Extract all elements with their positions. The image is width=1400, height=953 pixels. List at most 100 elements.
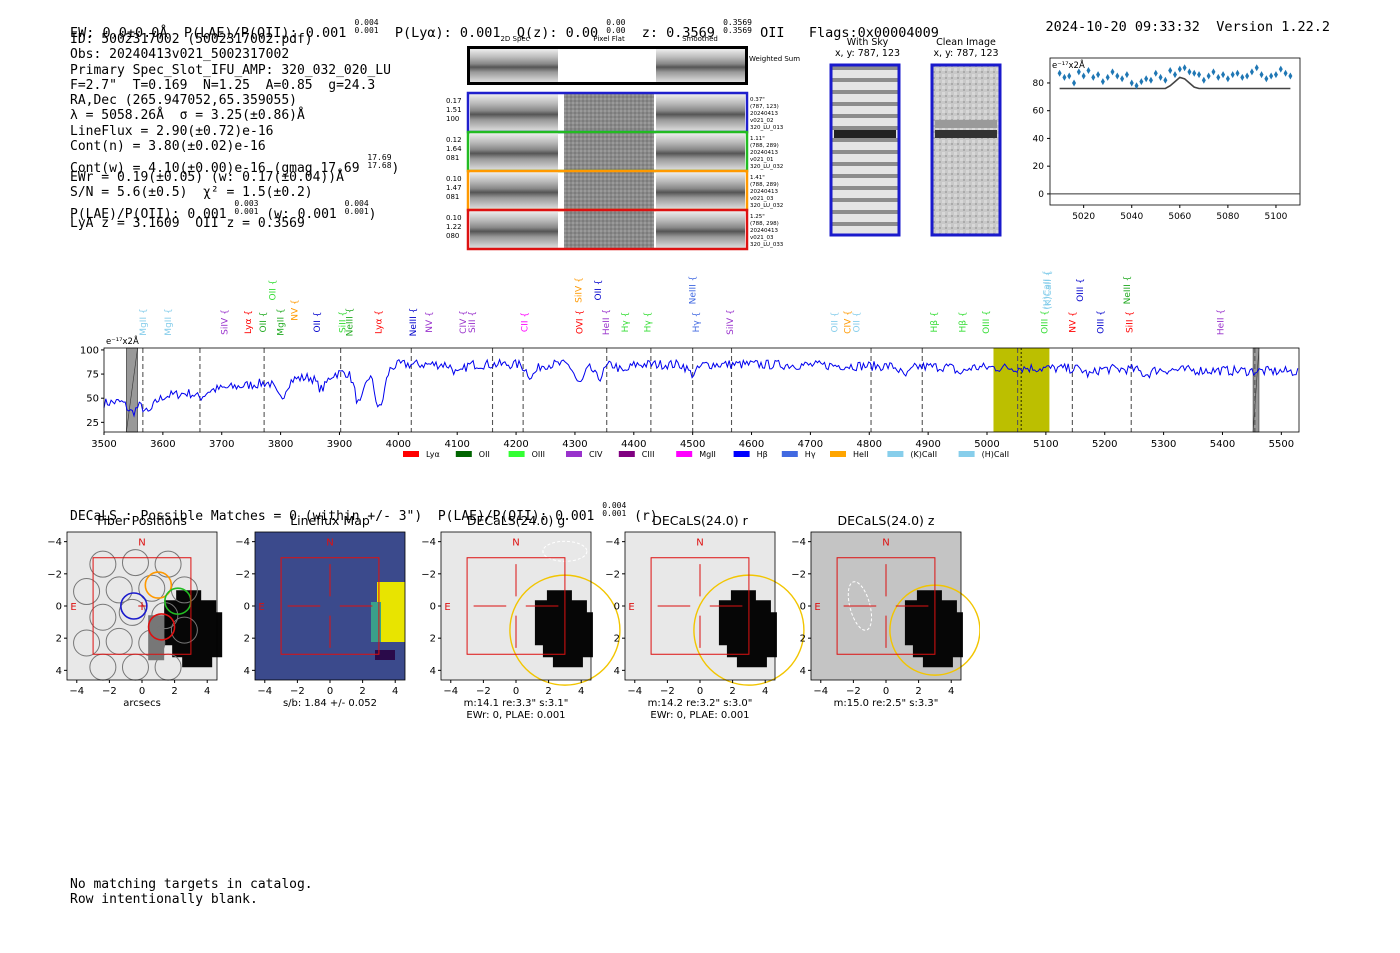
cutout-right-label: 320_LU_033	[750, 242, 784, 248]
datetime: 2024-10-20 09:33:32	[1045, 19, 1200, 35]
north-label: N	[326, 538, 333, 549]
clean-image	[930, 63, 1002, 237]
info-primary: Primary Spec_Slot_IFU_AMP: 320_032_020_L…	[70, 62, 391, 78]
panel-xtick-label: −2	[476, 686, 491, 697]
detection-info: ID: 5002317002 (5002317002.pdf) Obs: 202…	[70, 32, 399, 231]
fiber-circle	[89, 603, 117, 631]
fiber-circle	[138, 574, 166, 602]
zoom-data-point	[1124, 71, 1129, 79]
legend-swatch	[676, 451, 693, 457]
panel-xtick-label: 2	[729, 686, 735, 697]
galaxy-blob	[534, 590, 593, 668]
cutout-left-label: 0.12	[446, 136, 462, 144]
spec-xtick-label: 3500	[91, 439, 116, 450]
cutout-left-label: 1.51	[446, 106, 462, 114]
spec-line-label: Hβ {	[930, 311, 940, 332]
cutout-right-label: 320_LU_013	[750, 125, 784, 131]
panel-ytick-label: 4	[800, 666, 806, 677]
zoom-data-point	[1153, 69, 1158, 77]
spec-line-label: OII {	[594, 280, 604, 301]
col-title-pixelflat: Pixel Flat	[593, 35, 625, 43]
info-contn: Cont(n) = 3.80(±0.02)e-16	[70, 139, 266, 155]
imaging-panel-2: DECaLS(24.0) g N E −4 4 −2 2 0 0 2 −2 4 −4 m:14.1 re:…	[421, 513, 621, 721]
panel-ytick-label: 4	[56, 666, 62, 677]
panel-xtick-label: 0	[327, 686, 333, 697]
spec-ytick-label: 75	[86, 370, 99, 381]
zoom-data-point	[1264, 75, 1269, 83]
panel-ytick-label: 2	[244, 634, 250, 645]
panel-xtick-label: 2	[171, 686, 177, 697]
spec-line-label: NV {	[1068, 311, 1078, 332]
panel-ytick-label: −4	[421, 537, 436, 548]
spec-xtick-label: 4500	[680, 439, 705, 450]
plae-header-range: 0.004 0.001	[354, 18, 379, 35]
legend-label: Hβ	[757, 450, 768, 459]
fiber-center-mark: +	[137, 599, 147, 613]
cutout-pixelflat-3	[564, 211, 654, 248]
east-label: E	[628, 602, 634, 613]
spec-line-label: SiII {	[468, 311, 478, 333]
panel-xtick-label: 0	[697, 686, 703, 697]
spec-unit-label: e⁻¹⁷x2Å	[106, 335, 139, 347]
spec-xtick-label: 4400	[621, 439, 646, 450]
cutout-2dspec-1	[470, 133, 558, 170]
legend-swatch	[830, 451, 846, 457]
panel-ytick-label: −4	[235, 537, 250, 548]
panel-xtick-label: 2	[545, 686, 551, 697]
spec-line-label: MgII {	[139, 308, 149, 335]
panel-ytick-label: 4	[614, 666, 620, 677]
lineflux-dark	[375, 650, 395, 660]
search-box	[280, 557, 380, 655]
panel-title: Fiber Positions	[97, 513, 187, 528]
spec-line-label: OII {	[852, 312, 862, 333]
cutout-right-label: (788, 289)	[750, 143, 779, 149]
fiber-circle	[89, 550, 117, 578]
zoom-data-point	[1221, 71, 1226, 79]
clean-image-panel: Clean Image x, y: 787, 123	[922, 37, 1010, 59]
spec-line-label: CIV {	[843, 310, 853, 334]
legend-label: HeII	[853, 450, 869, 459]
zoom-ytick-label: 60	[1033, 107, 1045, 117]
spec-line-label: Hβ {	[958, 311, 968, 332]
spec-line-label-text: OII {	[313, 312, 323, 333]
spec-line-label: NeIII {	[409, 308, 419, 337]
cutout-right-label: 0.37"	[750, 97, 765, 103]
spec-line-label: Hγ {	[621, 312, 631, 333]
col-title-2dspec: 2D Spec	[500, 35, 529, 43]
spec-line-label: NV {	[425, 311, 435, 332]
timestamp-version: 2024-10-20 09:33:32 Version 1.22.2	[1046, 3, 1331, 35]
fiber-primary	[120, 592, 148, 620]
panel-xtick-label: 2	[359, 686, 365, 697]
spec-line-label-text: OII {	[594, 280, 604, 301]
spec-line-label: CIV {	[459, 310, 469, 334]
panel-xtick-label: −4	[627, 686, 642, 697]
zoom-data-point	[1115, 72, 1120, 80]
galaxy-halo	[148, 615, 165, 661]
panel-caption: m:14.2 re:3.2" s:3.0"	[648, 698, 753, 709]
imaging-panel-0: Fiber Positions + N E −4 4 −2 2 0 0 2 −2 4 −4 arcsecs	[47, 513, 223, 709]
panel-title: Lineflux Map	[290, 513, 370, 528]
zoom-data-point	[1120, 75, 1125, 83]
imaging-panel-4: DECaLS(24.0) z N E −4 4 −2 2 0 0 2 −2 4 −4 m:15.0 re:…	[791, 513, 980, 709]
info-params: F=2.7" T=0.169 N=1.25 A=0.85 g=24.3	[70, 77, 376, 93]
imaging-panel-1: Lineflux Map N E −4 4 −2 2 0 0 2 −2 4 −4 s/b: 1.84 +/…	[235, 513, 406, 709]
panel-ytick-label: 0	[56, 602, 62, 613]
legend-label: Lyα	[426, 450, 440, 459]
panel-xtick-label: 4	[948, 686, 954, 697]
spec-xtick-label: 4800	[857, 439, 882, 450]
spec-line-label: SiIV {	[726, 309, 736, 335]
zoom-xtick-label: 5080	[1216, 212, 1239, 222]
zoom-data-point	[1076, 68, 1081, 76]
fiber-circle	[105, 576, 133, 604]
cutout-right-label: v021_03	[750, 235, 774, 241]
spec-line-label: OIII {	[1097, 310, 1107, 334]
zoom-data-point	[1163, 76, 1168, 84]
with-sky-image	[829, 63, 901, 237]
north-label: N	[138, 538, 145, 549]
north-label: N	[696, 538, 703, 549]
spec-line-label-text: Hβ {	[958, 311, 968, 332]
spec-line-label-text: OII {	[268, 280, 278, 301]
spec-line-label: NeIII {	[689, 276, 699, 305]
galaxy-blob	[904, 590, 963, 668]
legend-label: OIII	[532, 450, 545, 459]
